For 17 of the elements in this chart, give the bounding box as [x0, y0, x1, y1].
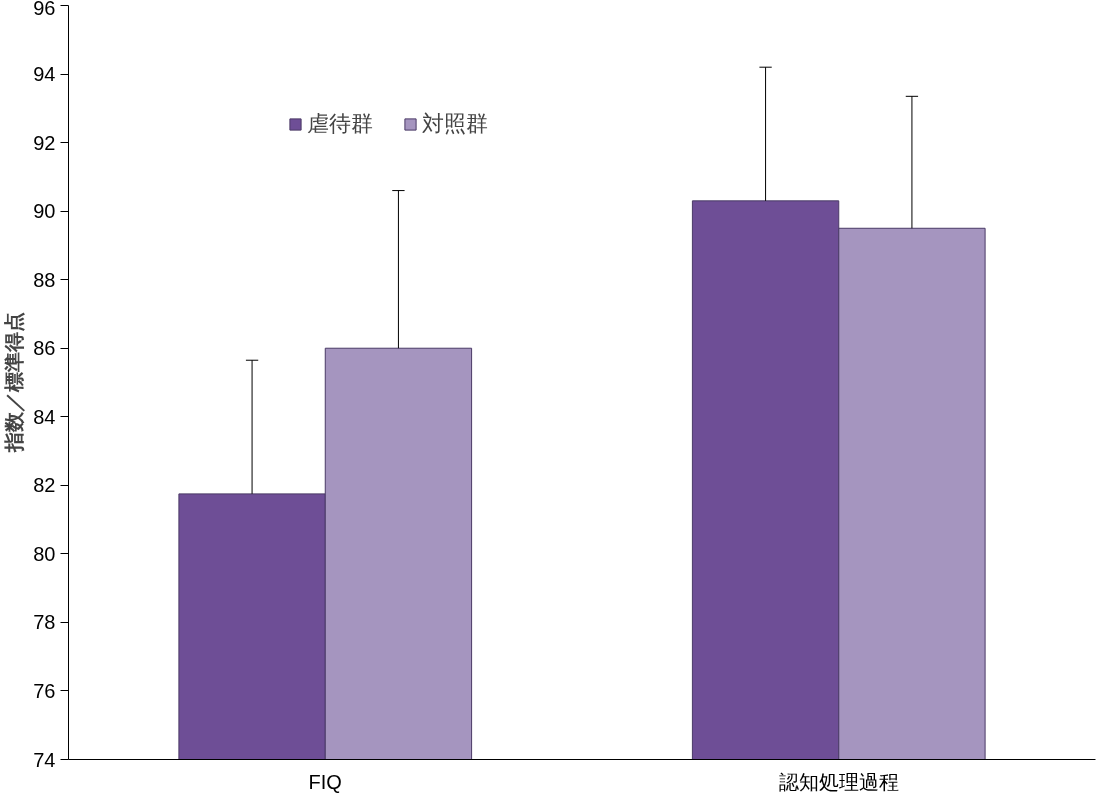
legend-label: 対照群: [422, 110, 488, 138]
y-tick-label: 96: [33, 0, 56, 19]
y-tick-label: 80: [33, 542, 56, 565]
y-tick-label: 78: [33, 611, 56, 634]
y-tick-label: 90: [33, 200, 56, 223]
y-axis-title: 指数／標準得点: [3, 312, 26, 454]
y-tick-label: 84: [33, 405, 56, 428]
x-tick-label: 認知処理過程: [778, 770, 899, 793]
y-tick-label: 94: [33, 63, 56, 86]
y-tick-label: 74: [33, 748, 56, 771]
y-tick-label: 86: [33, 337, 56, 360]
x-tick-label: FIQ: [308, 770, 342, 793]
y-tick-label: 76: [33, 679, 56, 702]
legend-label: 虐待群: [307, 110, 373, 138]
y-tick-label: 88: [33, 268, 56, 291]
y-tick-label: 92: [33, 131, 56, 154]
y-tick-label: 82: [33, 474, 56, 497]
